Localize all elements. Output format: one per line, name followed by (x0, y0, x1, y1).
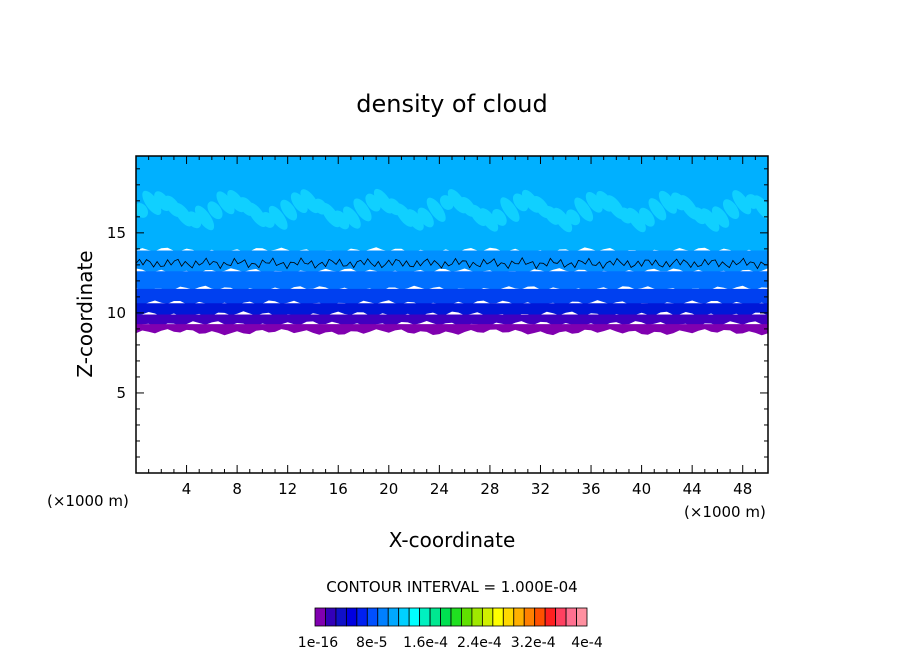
x-unit-label: (×1000 m) (684, 503, 766, 521)
contour-line (136, 256, 768, 270)
colorbar-swatch (408, 607, 421, 627)
colorbar-label: 1e-16 (298, 635, 338, 651)
colorbar-swatch (335, 607, 347, 627)
x-tick-label: 16 (329, 480, 348, 498)
x-tick-label: 12 (278, 480, 297, 498)
upper-band-patch (553, 207, 573, 233)
upper-band-patch (639, 207, 655, 227)
y-tick-label: 5 (116, 384, 126, 402)
upper-band-patch (216, 191, 235, 215)
contour-interval-label: CONTOUR INTERVAL = 1.000E-04 (326, 578, 577, 596)
x-tick-label: 44 (683, 480, 702, 498)
upper-band-patch (479, 208, 499, 232)
y-unit-label: (×1000 m) (47, 492, 129, 510)
colorbar (314, 607, 588, 627)
upper-band-patch (711, 206, 730, 228)
upper-band-patch (417, 207, 434, 228)
upper-band-patch (268, 205, 288, 230)
colorbar-swatch (565, 607, 577, 627)
colorbar-swatch (502, 607, 515, 627)
x-tick-label: 28 (480, 480, 499, 498)
y-tick-label: 10 (107, 304, 126, 322)
colorbar-swatch (356, 607, 368, 627)
colorbar-label: 3.2e-4 (511, 635, 556, 651)
y-axis-ticks: 5 10 15 (107, 168, 768, 458)
upper-band-patch (732, 190, 752, 215)
colorbar-label: 1.6e-4 (403, 635, 448, 651)
upper-band-patch (585, 191, 603, 213)
colorbar-swatch (450, 607, 462, 627)
colorbar-swatch (345, 607, 358, 627)
colorbar-swatch (544, 607, 557, 627)
upper-band-patch (207, 201, 223, 220)
colorbar-labels: 1e-16 8e-5 1.6e-4 2.4e-4 3.2e-4 4e-4 (298, 635, 603, 651)
upper-band-patch (648, 198, 667, 221)
density-field (136, 156, 768, 336)
x-tick-label: 20 (379, 480, 398, 498)
x-tick-label: 4 (182, 480, 192, 498)
x-tick-label: 36 (581, 480, 600, 498)
x-axis-ticks: 4 8 12 16 20 24 28 32 36 40 44 48 (148, 156, 756, 498)
colorbar-swatch (429, 607, 441, 627)
upper-band-patch (722, 199, 740, 219)
colorbar-swatch (523, 607, 536, 627)
colorbar-swatch (471, 607, 483, 627)
upper-band-patch (500, 197, 520, 222)
x-tick-label: 8 (232, 480, 242, 498)
colorbar-swatch (440, 607, 452, 627)
upper-band-patch (194, 205, 215, 231)
upper-band-patch (280, 199, 298, 221)
upper-band-patch (566, 209, 581, 226)
upper-band-patch (343, 206, 361, 229)
colorbar-swatch (513, 607, 525, 627)
upper-band-patch (290, 192, 308, 214)
x-tick-label: 48 (733, 480, 752, 498)
y-axis-label: Z-coordinate (73, 250, 97, 377)
upper-band-patch (626, 207, 646, 233)
colorbar-label: 8e-5 (356, 635, 387, 651)
x-tick-label: 32 (531, 480, 550, 498)
x-tick-label: 40 (632, 480, 651, 498)
x-axis-label: X-coordinate (389, 528, 516, 552)
y-tick-label: 15 (107, 224, 126, 242)
upper-band-patch (136, 202, 149, 218)
upper-band-patch (574, 197, 594, 222)
x-tick-label: 24 (430, 480, 449, 498)
upper-band-patch (353, 198, 372, 222)
upper-band-patch (426, 197, 446, 222)
density-layer (136, 324, 768, 336)
colorbar-swatch (314, 607, 326, 627)
density-layer (136, 288, 768, 307)
upper-band-patch (492, 208, 507, 226)
colorbar-swatch (377, 607, 389, 627)
colorbar-swatch (481, 607, 494, 627)
colorbar-swatch (366, 607, 379, 627)
density-layer (136, 303, 768, 318)
colorbar-swatch (387, 607, 400, 627)
upper-band-patch (406, 209, 424, 231)
density-layer (136, 250, 768, 275)
chart-title: density of cloud (356, 90, 547, 118)
density-layer (136, 271, 768, 292)
density-layer (136, 314, 768, 328)
upper-band-patch (658, 190, 677, 214)
colorbar-swatch (492, 607, 504, 627)
contour-lines (136, 256, 768, 270)
upper-band-patch (142, 190, 162, 216)
colorbar-swatch (576, 607, 588, 627)
colorbar-swatch (398, 607, 410, 627)
colorbar-label: 4e-4 (571, 635, 603, 651)
colorbar-swatch (325, 607, 337, 627)
colorbar-swatch (419, 607, 431, 627)
colorbar-swatch (555, 607, 567, 627)
colorbar-swatch (534, 607, 546, 627)
upper-band-patch (700, 208, 720, 232)
colorbar-label: 2.4e-4 (457, 635, 502, 651)
colorbar-swatch (461, 607, 473, 627)
